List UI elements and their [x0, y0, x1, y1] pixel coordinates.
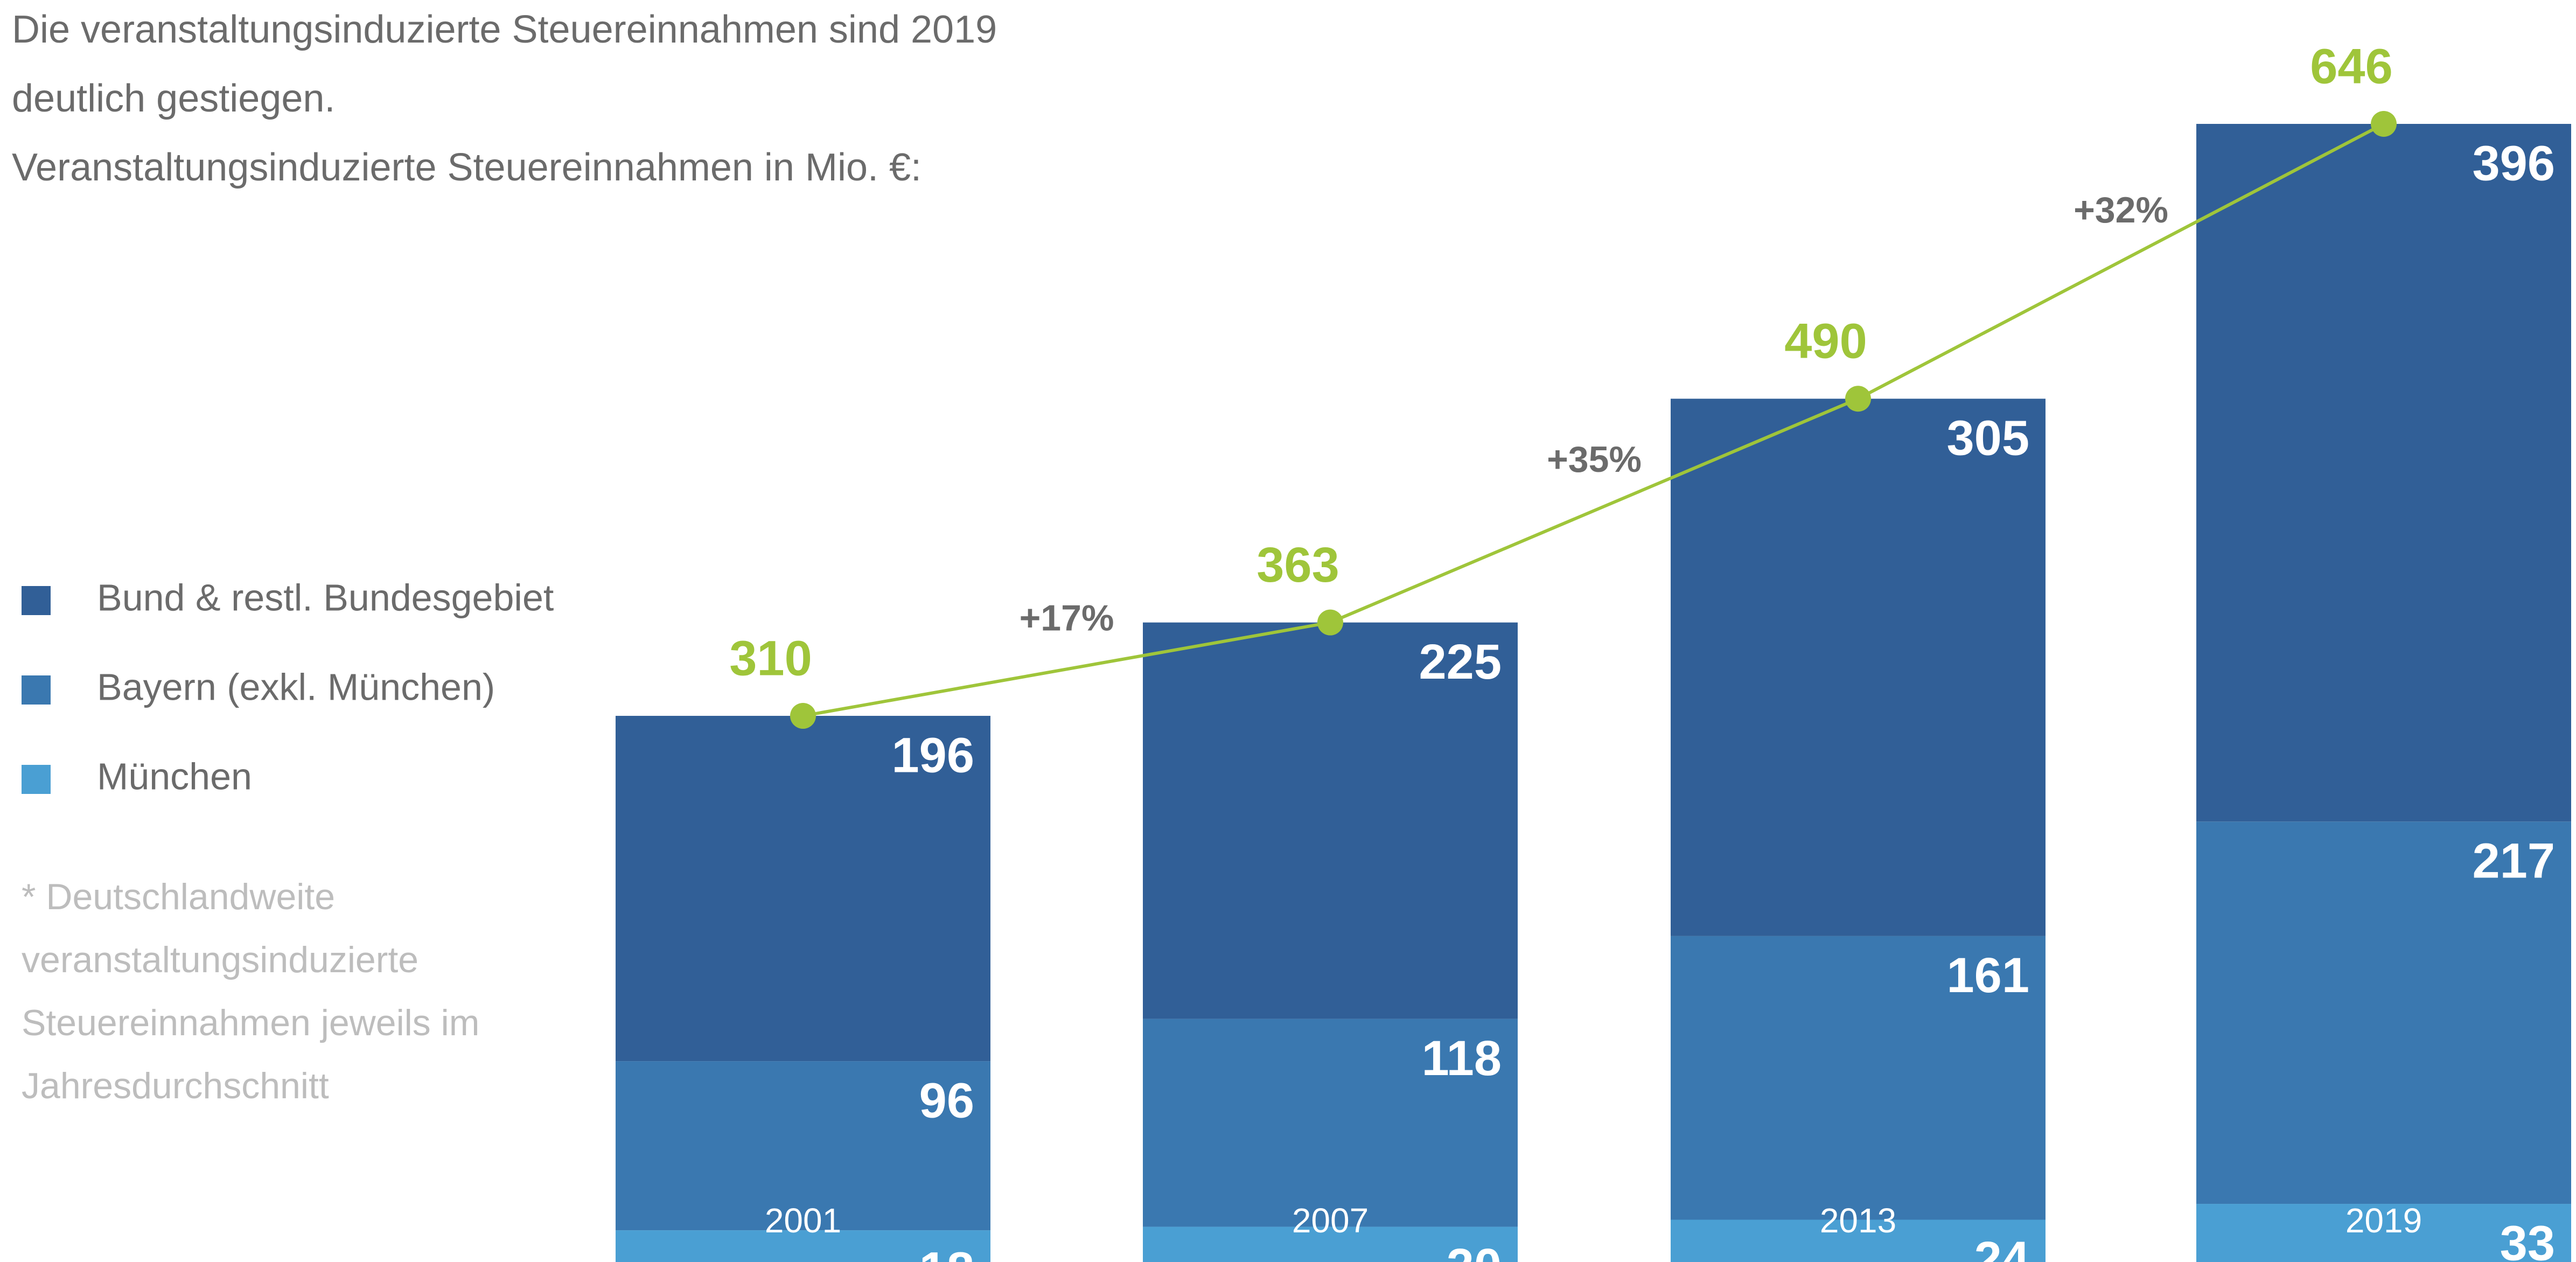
value-label: 196 [892, 728, 975, 783]
bar-segment [616, 1230, 990, 1262]
bar-segment [2196, 1204, 2571, 1262]
total-point [1845, 386, 1871, 412]
total-label: 490 [1784, 314, 1867, 369]
value-label: 33 [2500, 1216, 2555, 1262]
legend-swatch [22, 765, 51, 794]
bar-segment [1671, 399, 2046, 936]
legend-swatch [22, 586, 51, 615]
value-label: 225 [1419, 635, 1502, 689]
footnote: Jahresdurchschnitt [22, 1065, 329, 1106]
growth-label: +32% [2074, 190, 2168, 231]
bar-segment [1671, 936, 2046, 1220]
footnote: * Deutschlandweite [22, 876, 335, 917]
bar-segment [1671, 1219, 2046, 1262]
total-line [802, 122, 2385, 717]
x-tick-label: 2001 [765, 1201, 841, 1240]
bar-segment [1143, 622, 1518, 1019]
bar-segment [616, 716, 990, 1062]
total-point [1317, 609, 1343, 636]
legend-label: Bayern (exkl. München) [97, 666, 495, 708]
total-label: 310 [729, 631, 812, 686]
x-tick-label: 2019 [2345, 1201, 2422, 1240]
growth-label: +35% [1547, 439, 1642, 480]
value-label: 217 [2473, 834, 2556, 889]
value-label: 18 [919, 1242, 974, 1262]
x-tick-label: 2013 [1820, 1201, 1896, 1240]
value-label: 118 [1422, 1031, 1502, 1086]
bar-segment [1143, 1019, 1518, 1227]
footnote: Steuereinnahmen jeweils im [22, 1002, 479, 1043]
footnote: veranstaltungsinduzierte [22, 939, 418, 980]
chart-title: Die veranstaltungsinduzierte Steuereinna… [12, 8, 997, 51]
legend-swatch [22, 675, 51, 705]
value-label: 161 [1947, 948, 2030, 1003]
value-label: 396 [2473, 136, 2556, 191]
chart-title: deutlich gestiegen. [12, 77, 335, 120]
chart-subtitle: Veranstaltungsinduzierte Steuereinnahmen… [12, 146, 922, 189]
x-tick-label: 2007 [1292, 1201, 1369, 1240]
value-label: 20 [1447, 1239, 1502, 1262]
bar-segment [1143, 1226, 1518, 1262]
growth-label: +17% [1020, 597, 1114, 638]
bar-segment [2196, 124, 2571, 822]
bar-segment [616, 1061, 990, 1231]
bar-segment [2196, 821, 2571, 1204]
total-label: 363 [1256, 538, 1339, 592]
value-label: 305 [1947, 411, 2030, 466]
value-label: 96 [919, 1073, 974, 1128]
total-point [790, 703, 816, 729]
legend-label: München [97, 755, 252, 797]
total-label: 646 [2310, 39, 2393, 94]
total-point [2371, 111, 2397, 137]
legend-label: Bund & restl. Bundesgebiet [97, 576, 554, 618]
value-label: 24 [1974, 1232, 2029, 1262]
